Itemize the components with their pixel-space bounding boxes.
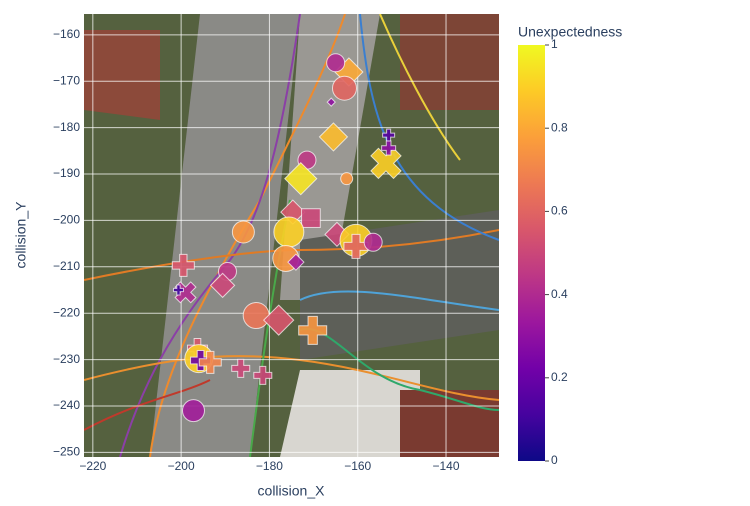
data-point bbox=[198, 350, 222, 374]
data-point bbox=[209, 272, 236, 299]
y-tick-label: −210 bbox=[53, 259, 80, 273]
y-tick-label: −240 bbox=[53, 398, 80, 412]
data-point bbox=[301, 208, 321, 228]
data-point bbox=[326, 53, 346, 73]
colorbar-title: Unexpectedness bbox=[518, 24, 622, 40]
data-point bbox=[242, 302, 270, 330]
data-point bbox=[172, 284, 184, 296]
x-tick-label: −140 bbox=[433, 459, 460, 473]
y-tick-label: −230 bbox=[53, 352, 80, 366]
data-point bbox=[318, 122, 349, 152]
data-point bbox=[340, 172, 354, 186]
x-tick-label: −220 bbox=[79, 459, 106, 473]
data-point bbox=[262, 304, 295, 336]
data-point bbox=[181, 399, 205, 423]
data-point bbox=[370, 147, 402, 180]
x-tick-label: −180 bbox=[256, 459, 283, 473]
y-tick-label: −220 bbox=[53, 305, 80, 319]
data-point bbox=[287, 253, 305, 271]
data-point bbox=[326, 97, 336, 107]
x-tick-label: −160 bbox=[344, 459, 371, 473]
data-point bbox=[381, 140, 397, 156]
data-point bbox=[231, 358, 251, 378]
map-background bbox=[84, 14, 499, 457]
y-tick-label: −170 bbox=[53, 73, 80, 87]
colorbar-tick-label: 0 bbox=[551, 453, 558, 467]
grid bbox=[84, 14, 499, 457]
y-axis-label: collision_Y bbox=[13, 201, 29, 269]
y-tick-label: −190 bbox=[53, 166, 80, 180]
colorbar bbox=[518, 45, 545, 461]
x-axis-label: collision_X bbox=[258, 483, 326, 499]
data-point bbox=[331, 75, 357, 101]
data-point bbox=[171, 253, 195, 277]
markers bbox=[171, 53, 402, 423]
data-point bbox=[284, 161, 318, 196]
x-tick-label: −200 bbox=[168, 459, 195, 473]
colorbar-tick-label: 0.8 bbox=[551, 120, 568, 134]
y-tick-label: −200 bbox=[53, 213, 80, 227]
data-point bbox=[363, 232, 383, 252]
y-tick-label: −160 bbox=[53, 27, 80, 41]
colorbar-tick-label: 0.4 bbox=[551, 287, 568, 301]
colorbar-tick-label: 1 bbox=[551, 37, 558, 51]
data-point bbox=[273, 216, 305, 248]
data-point bbox=[253, 365, 273, 385]
colorbar-tick-label: 0.6 bbox=[551, 204, 568, 218]
data-point bbox=[298, 315, 328, 345]
y-tick-label: −250 bbox=[53, 445, 80, 459]
colorbar-tick-label: 0.2 bbox=[551, 370, 568, 384]
data-point bbox=[231, 220, 255, 244]
data-point bbox=[343, 233, 369, 259]
y-tick-label: −180 bbox=[53, 120, 80, 134]
